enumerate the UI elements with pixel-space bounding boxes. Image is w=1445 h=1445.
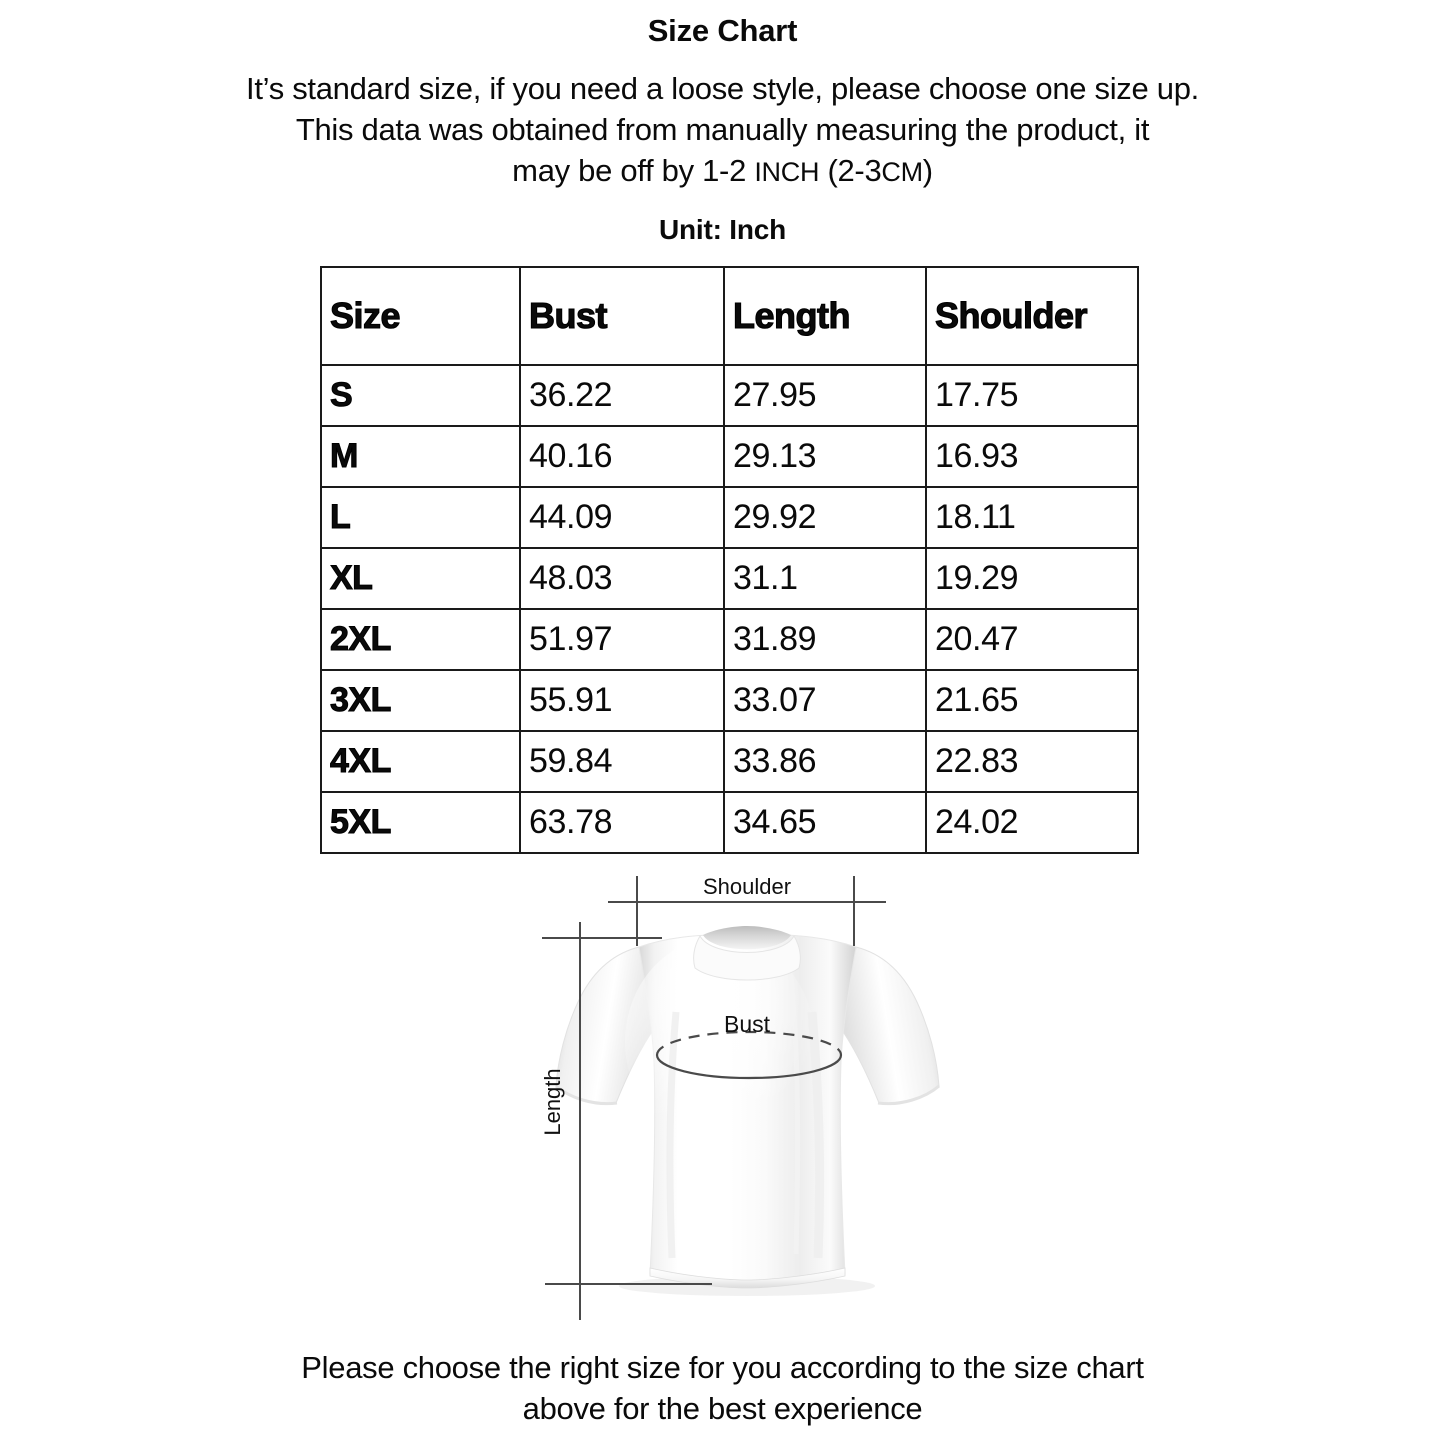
cell-shoulder: 16.93 bbox=[925, 425, 1139, 488]
column-header-length: Length bbox=[723, 266, 927, 366]
cell-length: 33.07 bbox=[723, 669, 927, 732]
cell-length: 29.13 bbox=[723, 425, 927, 488]
shoulder-label: Shoulder bbox=[703, 874, 791, 899]
table-row: 5XL 63.78 34.65 24.02 bbox=[320, 791, 1139, 854]
footer-note: Please choose the right size for you acc… bbox=[0, 1348, 1445, 1430]
cell-bust: 55.91 bbox=[519, 669, 725, 732]
cell-shoulder: 18.11 bbox=[925, 486, 1139, 549]
note-line-1: It’s standard size, if you need a loose … bbox=[246, 71, 1199, 107]
table-row: 3XL 55.91 33.07 21.65 bbox=[320, 669, 1139, 732]
cell-size: 2XL bbox=[320, 608, 521, 671]
size-table: Size Bust Length Shoulder S 36.22 27.95 … bbox=[320, 266, 1139, 854]
cell-size: S bbox=[320, 364, 521, 427]
column-header-shoulder: Shoulder bbox=[925, 266, 1139, 366]
cell-length: 29.92 bbox=[723, 486, 927, 549]
column-header-size: Size bbox=[320, 266, 521, 366]
note-line-3-pre: may be off by 1-2 bbox=[512, 153, 755, 188]
size-note: It’s standard size, if you need a loose … bbox=[0, 69, 1445, 192]
bust-label: Bust bbox=[724, 1011, 771, 1037]
cell-bust: 51.97 bbox=[519, 608, 725, 671]
cell-shoulder: 20.47 bbox=[925, 608, 1139, 671]
note-line-2: This data was obtained from manually mea… bbox=[295, 112, 1150, 148]
cell-size: L bbox=[320, 486, 521, 549]
cell-size: XL bbox=[320, 547, 521, 610]
table-row: 4XL 59.84 33.86 22.83 bbox=[320, 730, 1139, 793]
note-unit-cm: CM bbox=[881, 157, 923, 187]
cell-shoulder: 21.65 bbox=[925, 669, 1139, 732]
cell-size: 4XL bbox=[320, 730, 521, 793]
length-measure-lines bbox=[542, 922, 712, 1320]
page-title: Size Chart bbox=[647, 13, 798, 48]
cell-bust: 63.78 bbox=[519, 791, 725, 854]
unit-label: Unit: Inch bbox=[658, 213, 787, 245]
cell-bust: 36.22 bbox=[519, 364, 725, 427]
cell-length: 34.65 bbox=[723, 791, 927, 854]
cell-shoulder: 19.29 bbox=[925, 547, 1139, 610]
cell-length: 33.86 bbox=[723, 730, 927, 793]
cell-shoulder: 17.75 bbox=[925, 364, 1139, 427]
tshirt-illustration bbox=[555, 926, 940, 1296]
cell-bust: 40.16 bbox=[519, 425, 725, 488]
cell-bust: 44.09 bbox=[519, 486, 725, 549]
cell-length: 27.95 bbox=[723, 364, 927, 427]
column-header-bust: Bust bbox=[519, 266, 725, 366]
header-block: Size Chart It’s standard size, if you ne… bbox=[0, 0, 1445, 246]
note-line-3-mid: (2-3 bbox=[819, 153, 882, 188]
shoulder-measure-lines bbox=[608, 876, 886, 946]
cell-size: 3XL bbox=[320, 669, 521, 732]
note-line-3-post: ) bbox=[922, 153, 933, 188]
size-table-container: Size Bust Length Shoulder S 36.22 27.95 … bbox=[320, 266, 1139, 854]
footer-line-1: Please choose the right size for you acc… bbox=[301, 1350, 1144, 1385]
cell-bust: 48.03 bbox=[519, 547, 725, 610]
bust-measure-ellipse bbox=[655, 1030, 843, 1080]
cell-bust: 59.84 bbox=[519, 730, 725, 793]
table-row: 2XL 51.97 31.89 20.47 bbox=[320, 608, 1139, 671]
cell-shoulder: 24.02 bbox=[925, 791, 1139, 854]
table-row: L 44.09 29.92 18.11 bbox=[320, 486, 1139, 549]
table-row: M 40.16 29.13 16.93 bbox=[320, 425, 1139, 488]
measurement-diagram: Bust Shoulder Length bbox=[0, 862, 1445, 1332]
cell-size: M bbox=[320, 425, 521, 488]
note-unit-inch: INCH bbox=[754, 157, 820, 187]
cell-length: 31.89 bbox=[723, 608, 927, 671]
table-row: XL 48.03 31.1 19.29 bbox=[320, 547, 1139, 610]
cell-size: 5XL bbox=[320, 791, 521, 854]
length-label: Length bbox=[540, 1068, 565, 1135]
footer-line-2: above for the best experience bbox=[522, 1390, 923, 1426]
table-row: S 36.22 27.95 17.75 bbox=[320, 364, 1139, 427]
cell-shoulder: 22.83 bbox=[925, 730, 1139, 793]
cell-length: 31.1 bbox=[723, 547, 927, 610]
table-header-row: Size Bust Length Shoulder bbox=[320, 266, 1139, 366]
